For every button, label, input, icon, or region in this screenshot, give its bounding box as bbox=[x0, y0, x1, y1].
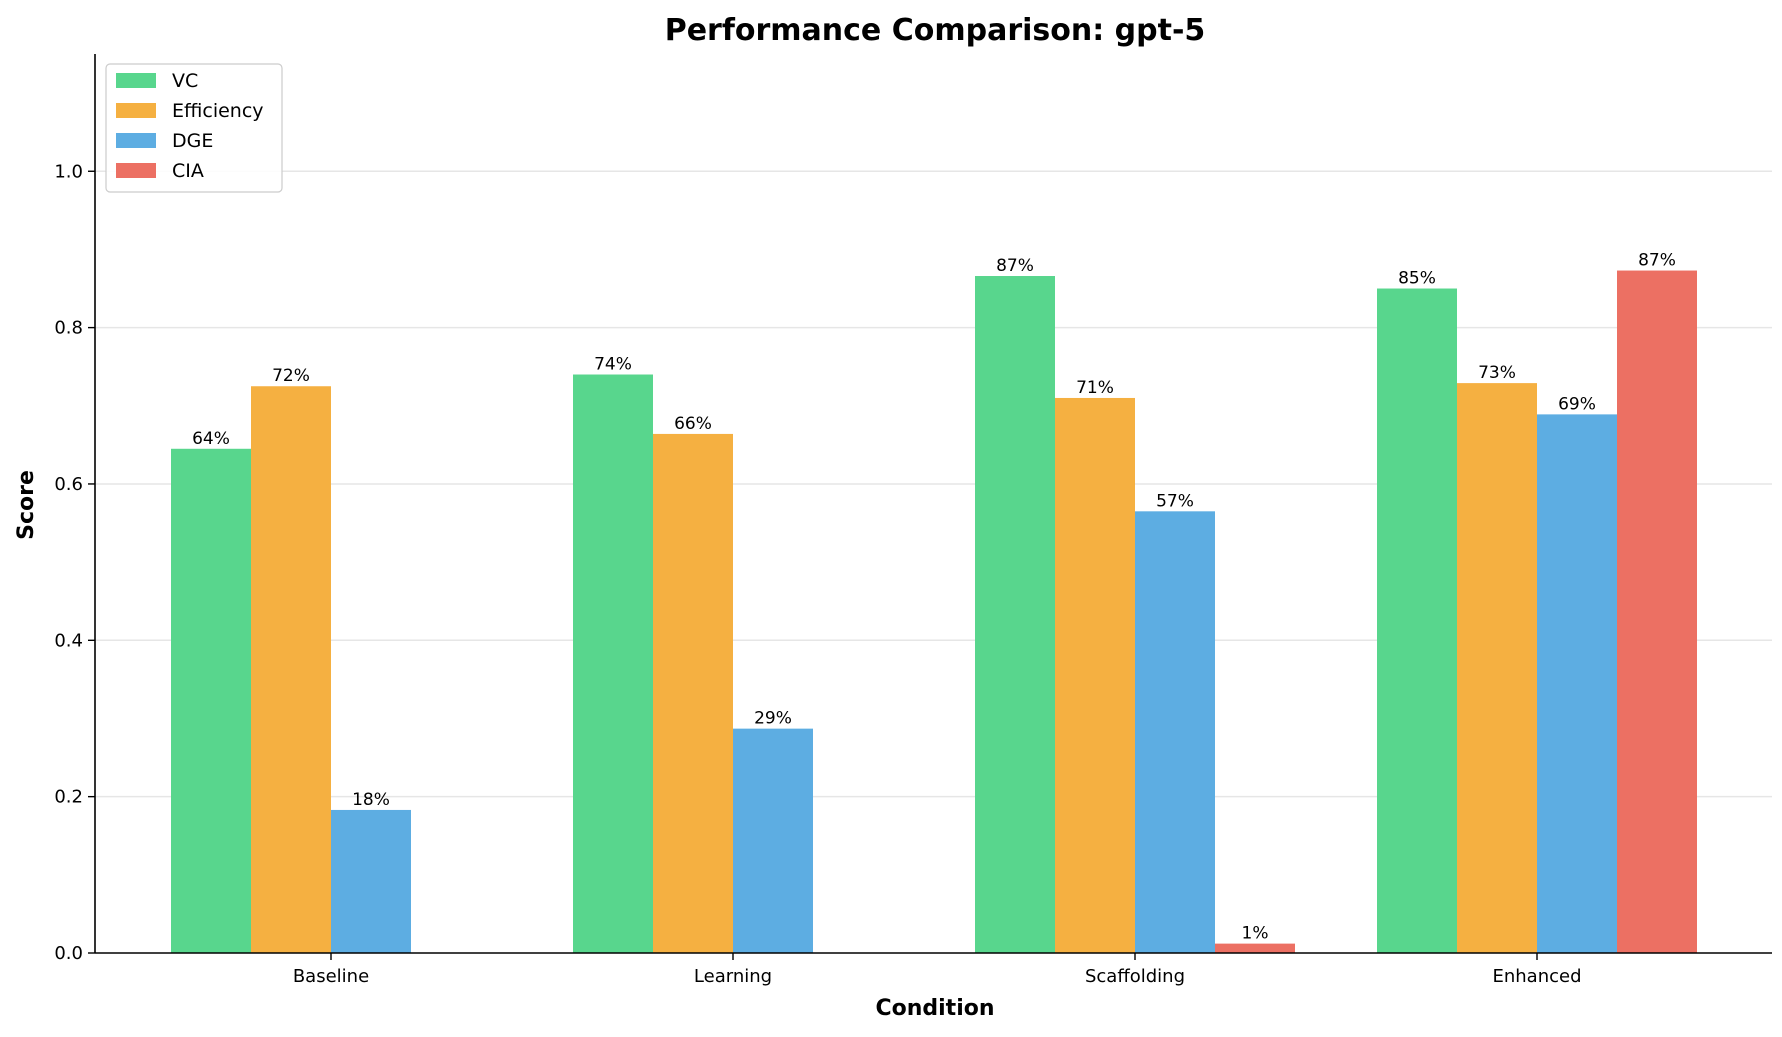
y-tick-label: 0.0 bbox=[54, 943, 83, 964]
y-tick-label: 0.6 bbox=[54, 474, 83, 495]
y-tick-label: 0.4 bbox=[54, 630, 83, 651]
x-tick-label: Enhanced bbox=[1492, 966, 1581, 987]
legend-swatch bbox=[116, 163, 156, 178]
legend-label: Efficiency bbox=[172, 100, 264, 122]
x-axis-title: Condition bbox=[875, 996, 994, 1021]
legend-label: VC bbox=[172, 70, 198, 92]
data-label: 66% bbox=[674, 414, 712, 434]
bar-vc-learning bbox=[573, 374, 653, 953]
legend-swatch bbox=[116, 103, 156, 118]
x-tick-label: Scaffolding bbox=[1085, 966, 1185, 987]
bars bbox=[171, 270, 1697, 954]
bar-vc-enhanced bbox=[1377, 288, 1457, 953]
data-label: 87% bbox=[996, 256, 1034, 276]
bar-vc-baseline bbox=[171, 448, 251, 953]
data-label: 18% bbox=[352, 790, 390, 810]
bar-efficiency-learning bbox=[653, 433, 733, 953]
y-tick-label: 0.8 bbox=[54, 318, 83, 339]
data-labels: 64% 72% 18% 74% 66% 29% 87% 71% 57% 1% 85% 73% 69% 87… bbox=[192, 251, 1676, 944]
legend-label: DGE bbox=[172, 130, 213, 152]
bar-dge-enhanced bbox=[1537, 414, 1617, 954]
bar-dge-learning bbox=[733, 728, 813, 953]
x-tick-label: Baseline bbox=[293, 966, 369, 987]
data-label: 69% bbox=[1558, 394, 1596, 414]
bar-dge-scaffolding bbox=[1135, 511, 1215, 953]
data-label: 1% bbox=[1242, 924, 1269, 944]
y-axis-title: Score bbox=[14, 470, 39, 540]
data-label: 57% bbox=[1156, 491, 1194, 511]
chart-title: Performance Comparison: gpt-5 bbox=[665, 13, 1206, 48]
data-label: 29% bbox=[754, 709, 792, 729]
bar-cia-scaffolding bbox=[1215, 943, 1295, 953]
axes: 0.0 0.2 0.4 0.6 0.8 1.0 Baseline Learning Scaffo… bbox=[54, 54, 1772, 987]
legend-swatch bbox=[116, 73, 156, 88]
bar-dge-baseline bbox=[331, 809, 411, 953]
legend-swatch bbox=[116, 133, 156, 148]
bar-efficiency-baseline bbox=[251, 386, 331, 953]
bar-cia-enhanced bbox=[1617, 270, 1697, 953]
legend: VC Efficiency DGE CIA bbox=[105, 63, 283, 193]
data-label: 71% bbox=[1076, 378, 1114, 398]
data-label: 74% bbox=[594, 355, 632, 375]
data-label: 64% bbox=[192, 429, 230, 449]
data-label: 72% bbox=[272, 366, 310, 386]
x-tick-label: Learning bbox=[694, 966, 772, 987]
legend-box bbox=[105, 63, 283, 193]
data-label: 85% bbox=[1398, 269, 1436, 289]
y-tick-label: 0.2 bbox=[54, 787, 83, 808]
bar-efficiency-scaffolding bbox=[1055, 397, 1135, 953]
legend-label: CIA bbox=[172, 160, 204, 182]
bar-vc-scaffolding bbox=[975, 276, 1055, 953]
data-label: 87% bbox=[1638, 251, 1676, 271]
data-label: 73% bbox=[1478, 363, 1516, 383]
y-tick-label: 1.0 bbox=[54, 161, 83, 182]
bar-efficiency-enhanced bbox=[1457, 383, 1537, 953]
